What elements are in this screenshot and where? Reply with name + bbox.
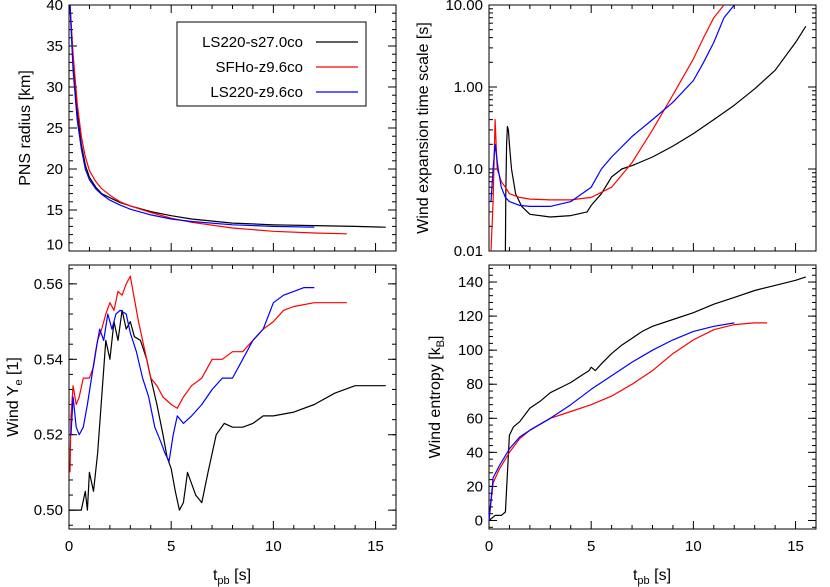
series-line-LS220-z9.6co [490, 4, 735, 207]
y-tick-label: 1.00 [454, 79, 483, 96]
series-line-LS220-z9.6co [70, 287, 315, 462]
y-tick-label: 20 [466, 478, 483, 495]
series-line-LS220-s27.0co [504, 25, 807, 252]
series-group [69, 4, 386, 235]
y-tick-label: 0.56 [34, 276, 63, 293]
y-tick-label: 0 [475, 512, 483, 529]
series-line-LS220-s27.0co [488, 276, 806, 521]
y-label-unit: ] [427, 336, 444, 340]
series-line-LS220-z9.6co [69, 4, 315, 228]
x-label-unit: [s] [230, 567, 251, 584]
y-tick-label: 100 [458, 342, 483, 359]
y-label-subscript: B [435, 340, 447, 347]
y-tick-label: 25 [46, 120, 63, 137]
axis-ticks: 0 5 10 15 0.50 0.52 0.54 0.56 [34, 265, 396, 555]
x-tick-label: 5 [167, 538, 175, 555]
y-axis-label: Wind expansion time scale [s] [415, 22, 432, 234]
x-tick-label: 10 [265, 538, 282, 555]
y-tick-label: 35 [46, 38, 63, 55]
x-label-main: t [213, 567, 218, 584]
y-axis-label: Wind Ye [1] [5, 357, 25, 437]
x-label-subscript: pb [637, 575, 649, 587]
legend-entry-label: LS220-s27.0co [202, 34, 303, 51]
x-tick-label: 10 [685, 538, 702, 555]
panel-pns-radius: 15 20 25 30 35 40 10 PNS radius [km] LS220-s27… [17, 0, 397, 253]
panel-wind-entropy: 0 5 10 15 0 20 40 60 80 100 120 140 Wind entropy [k… [427, 264, 817, 587]
plot-frame [488, 4, 817, 252]
y-label-subscript: e [13, 379, 25, 385]
y-label-unit: [1] [5, 357, 22, 379]
x-tick-label: 5 [587, 538, 595, 555]
y-tick-label: 10.00 [445, 0, 483, 14]
y-tick-label: 0.54 [34, 351, 63, 368]
series-line-SFHo-z9.6co [69, 4, 347, 235]
y-tick-label: 60 [466, 410, 483, 427]
series-line-LS220-z9.6co [488, 322, 735, 521]
y-tick-label: 40 [46, 0, 63, 14]
y-tick-label: 120 [458, 308, 483, 325]
series-group [69, 275, 386, 511]
series-group [490, 4, 807, 252]
x-tick-label: 0 [485, 538, 493, 555]
x-label-main: t [633, 567, 638, 584]
x-tick-label: 0 [65, 538, 73, 555]
y-tick-label: 20 [46, 161, 63, 178]
series-line-SFHo-z9.6co [69, 275, 347, 473]
x-tick-label: 15 [787, 538, 804, 555]
legend-entry-label: LS220-z9.6co [210, 84, 303, 101]
y-tick-label: 0.01 [454, 243, 483, 260]
y-tick-label: 0.10 [454, 161, 483, 178]
legend-entry-label: SFHo-z9.6co [215, 59, 303, 76]
y-label-main: Wind Y [5, 385, 22, 437]
x-tick-label: 15 [367, 538, 384, 555]
x-axis-label: tpb [s] [633, 567, 671, 587]
series-line-SFHo-z9.6co [490, 4, 725, 252]
x-label-unit: [s] [650, 567, 671, 584]
plot-frame [488, 264, 817, 530]
axis-ticks: 15 20 25 30 35 40 10 [46, 0, 396, 253]
y-label-main: Wind entropy [k [427, 346, 444, 458]
axis-ticks: 0 5 10 15 0 20 40 60 80 100 120 140 [458, 265, 816, 555]
plot-frame [68, 264, 397, 530]
y-tick-label: 80 [466, 376, 483, 393]
panel-wind-ye: 0 5 10 15 0.50 0.52 0.54 0.56 Wind Ye [1] tpb [… [5, 264, 397, 587]
series-line-LS220-s27.0co [69, 309, 386, 511]
axis-ticks: 0.01 0.10 1.00 10.00 [445, 0, 816, 260]
y-axis-label: PNS radius [km] [17, 70, 34, 186]
y-tick-label: 15 [46, 202, 63, 219]
y-tick-label: 40 [466, 444, 483, 461]
y-axis-label: Wind entropy [kB] [427, 336, 447, 459]
y-tick-label: 30 [46, 79, 63, 96]
x-label-subscript: pb [217, 575, 229, 587]
x-axis-label: tpb [s] [213, 567, 251, 587]
y-tick-label: 0.50 [34, 502, 63, 519]
y-tick-label: 0.52 [34, 427, 63, 444]
y-tick-label: 10 [46, 236, 63, 253]
y-tick-label: 140 [458, 274, 483, 291]
series-group [488, 276, 806, 521]
legend: LS220-s27.0co SFHo-z9.6co LS220-z9.6co [176, 21, 367, 107]
series-line-SFHo-z9.6co [488, 322, 767, 521]
panel-expansion-timescale: 0.01 0.10 1.00 10.00 Wind expansion time sc… [415, 0, 817, 260]
